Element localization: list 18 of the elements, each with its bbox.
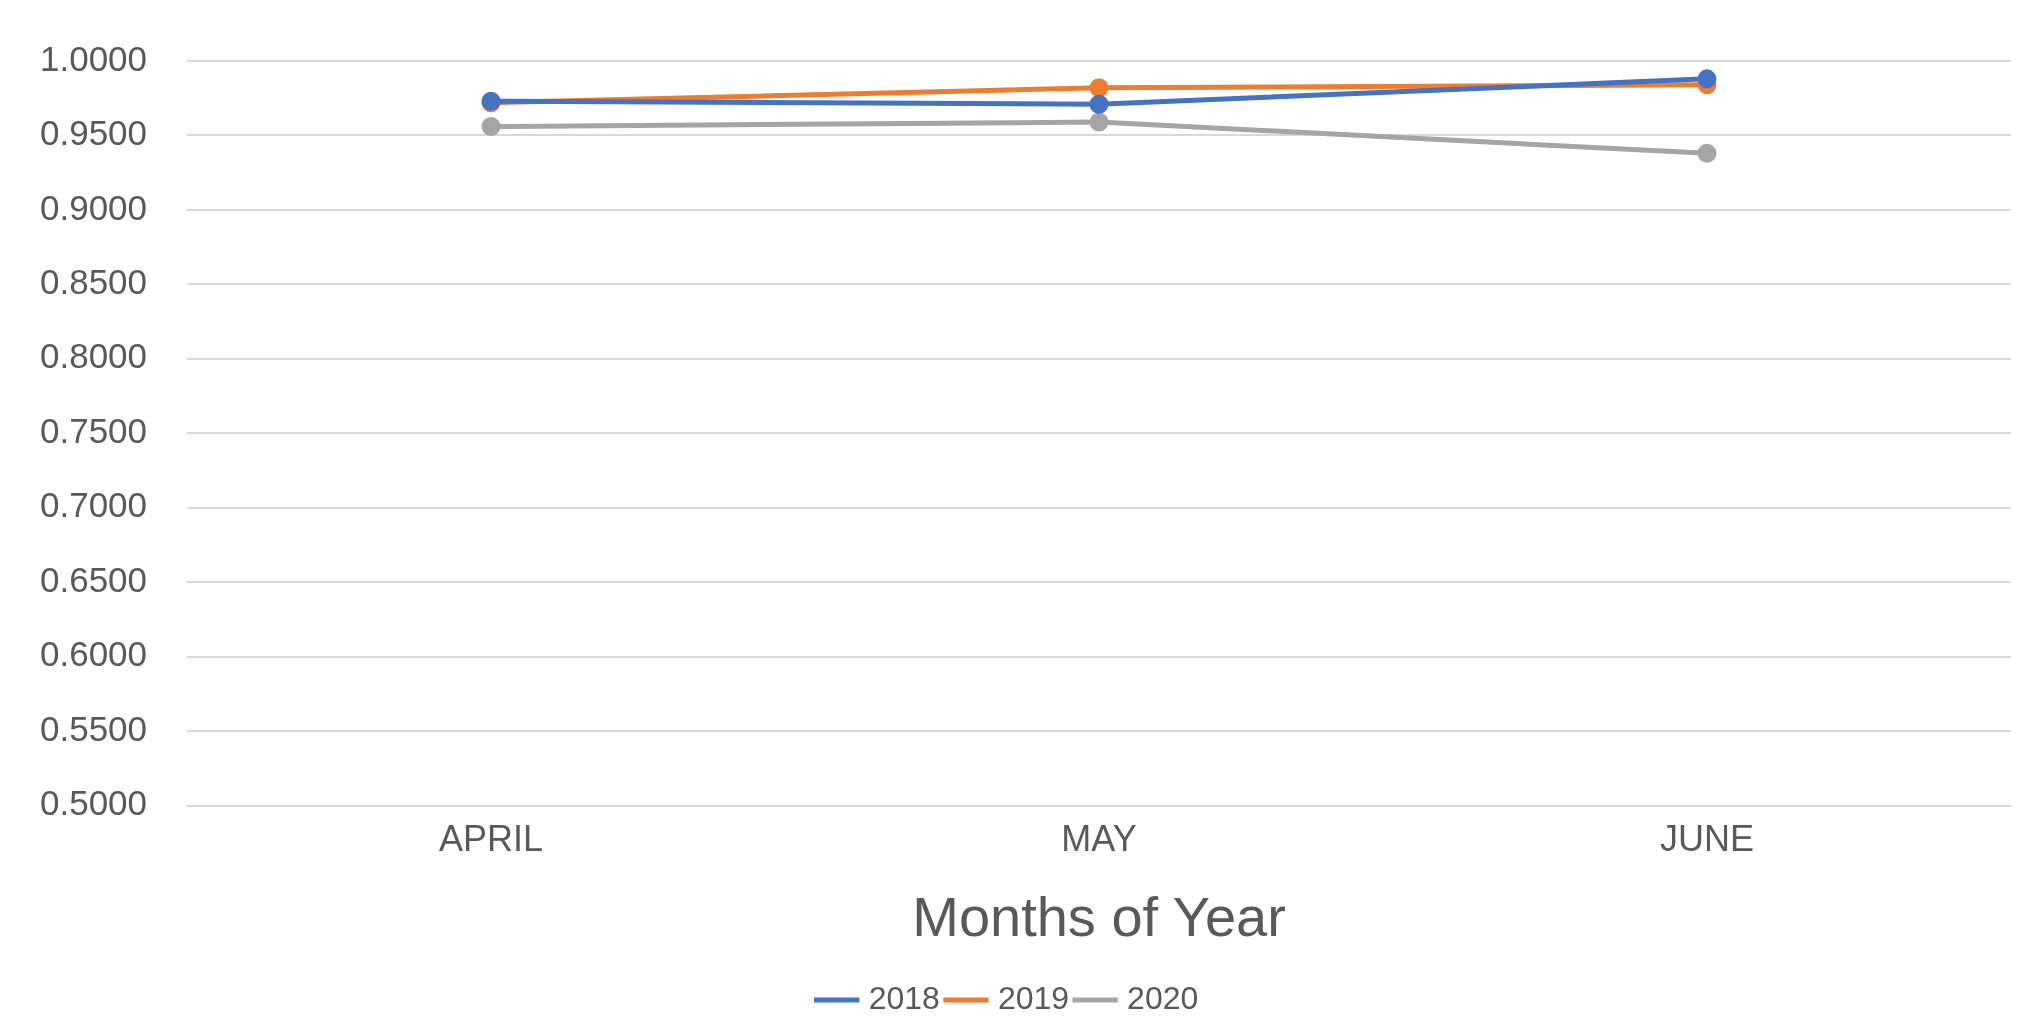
y-tick-label: 0.9500 [39,113,148,153]
y-tick-label: 0.5500 [39,708,148,748]
legend-label: 2020 [1127,979,1199,1016]
y-tick-label: 0.8500 [39,262,148,302]
legend-label: 2019 [997,979,1070,1016]
y-tick-label: 0.7000 [39,485,148,525]
y-tick-label: 1.0000 [39,38,148,78]
y-tick-label: 0.5000 [39,783,148,823]
legend-label: 2018 [868,979,940,1016]
x-axis-title: Months of Year [912,884,1286,948]
y-tick-label: 0.8000 [39,336,148,376]
y-tick-label: 0.7500 [39,410,148,450]
x-tick-label: APRIL [439,818,544,860]
y-tick-label: 0.6500 [39,559,148,599]
y-tick-label: 0.6000 [39,634,148,674]
x-tick-label: MAY [1061,818,1137,860]
x-tick-label: JUNE [1660,818,1755,860]
y-tick-label: 0.9000 [39,187,148,227]
